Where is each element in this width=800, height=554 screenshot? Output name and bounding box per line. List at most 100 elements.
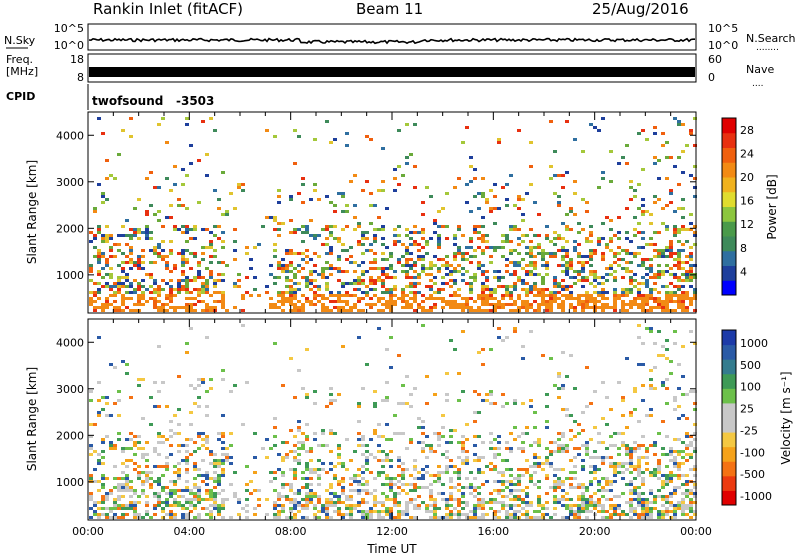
scatter-cell [573,435,577,438]
scatter-cell [117,486,121,489]
scatter-cell [557,282,561,285]
scatter-cell [269,297,273,300]
scatter-cell [513,282,517,285]
scatter-cell [121,297,125,300]
scatter-cell [469,276,473,279]
scatter-cell [449,492,453,495]
scatter-cell [501,234,505,237]
scatter-cell [629,459,633,462]
scatter-cell [381,501,385,504]
scatter-cell [121,516,125,519]
scatter-cell [433,450,437,453]
scatter-cell [301,303,305,306]
scatter-cell [529,273,533,276]
scatter-cell [473,228,477,231]
scatter-cell [177,471,181,474]
scatter-cell [665,141,669,144]
scatter-cell [97,273,101,276]
scatter-cell [537,294,541,297]
scatter-cell [393,504,397,507]
scatter-cell [177,306,181,309]
scatter-cell [461,495,465,498]
scatter-cell [237,279,241,282]
scatter-cell [513,204,517,207]
scatter-cell [629,411,633,414]
scatter-cell [689,498,693,501]
scatter-cell [333,225,337,228]
scatter-cell [337,255,341,258]
scatter-cell [661,504,665,507]
scatter-cell [389,438,393,441]
scatter-cell [665,255,669,258]
scatter-cell [589,255,593,258]
scatter-cell [109,510,113,513]
scatter-cell [585,453,589,456]
scatter-cell [161,486,165,489]
scatter-cell [689,501,693,504]
scatter-cell [209,309,213,312]
scatter-cell [121,447,125,450]
scatter-cell [353,306,357,309]
scatter-cell [357,492,361,495]
scatter-cell [465,126,469,129]
scatter-cell [669,471,673,474]
scatter-cell [197,291,201,294]
scatter-cell [601,516,605,519]
scatter-cell [569,267,573,270]
scatter-cell [121,462,125,465]
scatter-cell [293,477,297,480]
scatter-cell [493,222,497,225]
scatter-cell [609,489,613,492]
scatter-cell [425,375,429,378]
scatter-cell [629,252,633,255]
scatter-cell [317,444,321,447]
scatter-cell [421,255,425,258]
scatter-cell [493,303,497,306]
scatter-cell [689,252,693,255]
scatter-cell [541,291,545,294]
scatter-cell [157,309,161,312]
scatter-cell [449,441,453,444]
scatter-cell [681,267,685,270]
scatter-cell [541,468,545,471]
scatter-cell [637,264,641,267]
scatter-cell [673,450,677,453]
scatter-cell [341,249,345,252]
scatter-cell [277,510,281,513]
scatter-cell [361,231,365,234]
scatter-cell [357,483,361,486]
colorbar-swatch [722,236,736,252]
scatter-cell [453,291,457,294]
scatter-cell [485,393,489,396]
scatter-cell [165,282,169,285]
scatter-cell [581,429,585,432]
scatter-cell [305,501,309,504]
scatter-cell [441,264,445,267]
scatter-cell [641,294,645,297]
colorbar-tick-label: 28 [740,124,754,137]
scatter-cell [229,483,233,486]
scatter-cell [489,492,493,495]
scatter-cell [689,456,693,459]
scatter-cell [105,516,109,519]
scatter-cell [301,516,305,519]
scatter-cell [325,297,329,300]
scatter-cell [693,465,697,468]
scatter-cell [189,267,193,270]
scatter-cell [433,291,437,294]
scatter-cell [661,453,665,456]
scatter-cell [601,489,605,492]
scatter-cell [685,459,689,462]
scatter-cell [445,261,449,264]
scatter-cell [341,480,345,483]
scatter-cell [277,201,281,204]
scatter-cell [605,273,609,276]
scatter-cell [357,501,361,504]
colorbar-swatch [722,250,736,266]
scatter-cell [221,435,225,438]
scatter-cell [497,306,501,309]
scatter-cell [501,501,505,504]
scatter-cell [585,300,589,303]
scatter-cell [189,489,193,492]
scatter-cell [113,291,117,294]
